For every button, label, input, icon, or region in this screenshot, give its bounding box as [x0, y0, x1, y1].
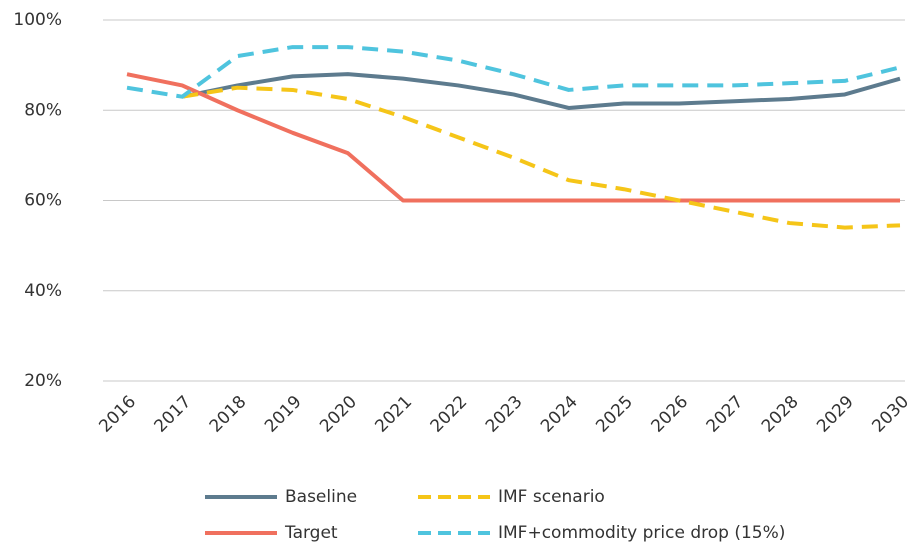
x-tick-label: 2025 — [592, 392, 637, 437]
legend-label: Baseline — [285, 487, 357, 507]
y-tick-label: 20% — [24, 371, 62, 391]
y-tick-label: 40% — [24, 281, 62, 301]
y-tick-label: 80% — [24, 100, 62, 120]
x-tick-label: 2020 — [316, 392, 361, 437]
x-tick-label: 2019 — [261, 392, 306, 437]
x-tick-label: 2016 — [95, 392, 140, 437]
y-tick-label: 60% — [24, 191, 62, 211]
x-tick-label: 2024 — [537, 392, 582, 437]
x-tick-label: 2026 — [647, 392, 692, 437]
x-tick-label: 2023 — [482, 392, 527, 437]
x-tick-label: 2021 — [371, 392, 416, 437]
x-tick-label: 2030 — [868, 392, 913, 437]
x-tick-label: 2028 — [758, 392, 803, 437]
legend-label: Target — [284, 523, 338, 543]
legend-label: IMF+commodity price drop (15%) — [498, 523, 785, 543]
x-tick-label: 2027 — [703, 392, 748, 437]
y-tick-label: 100% — [13, 10, 62, 30]
series-line — [181, 85, 901, 230]
legend-label: IMF scenario — [498, 487, 605, 507]
series-line — [126, 72, 900, 203]
x-tick-label: 2029 — [813, 392, 858, 437]
series-line — [126, 45, 901, 99]
x-tick-label: 2018 — [206, 392, 251, 437]
series-line — [181, 72, 901, 110]
x-tick-label: 2017 — [151, 392, 196, 437]
x-tick-label: 2022 — [427, 392, 472, 437]
